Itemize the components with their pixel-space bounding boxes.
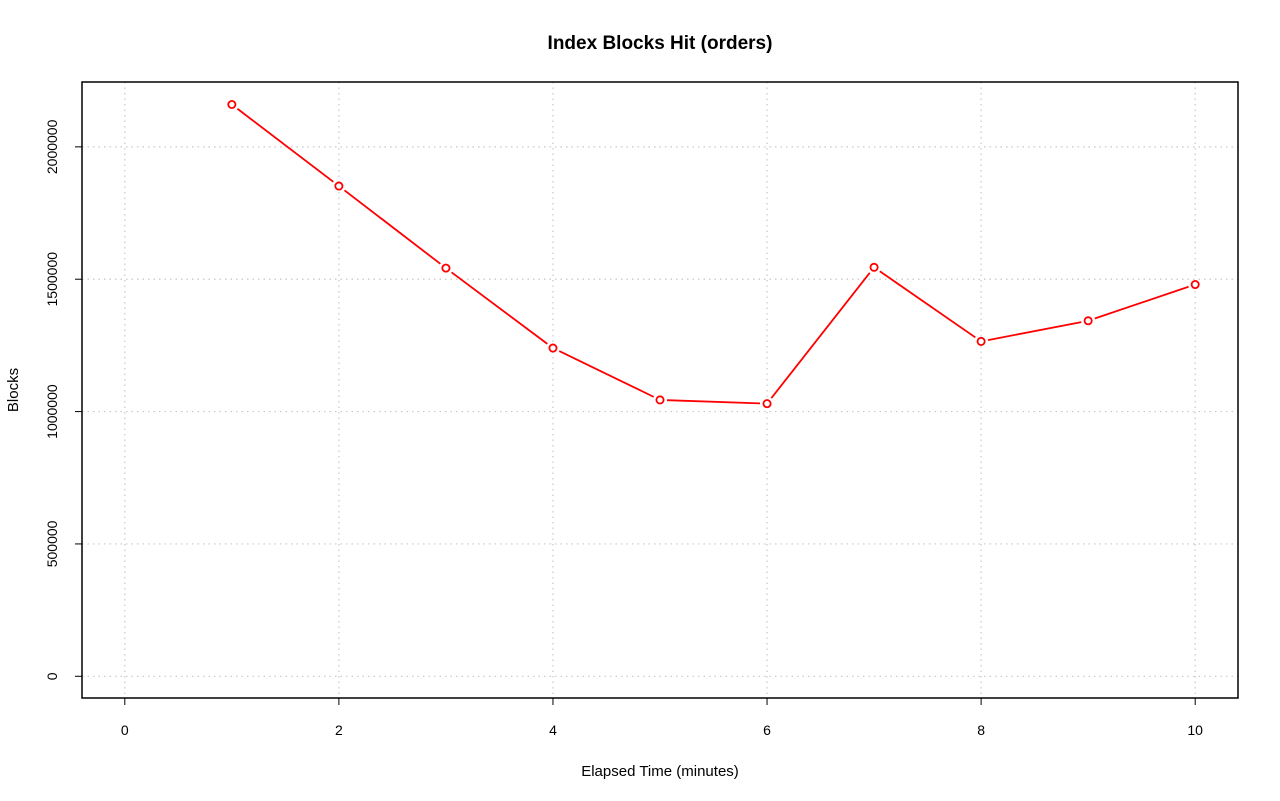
data-point [441, 263, 451, 273]
y-tick-label: 0 [44, 672, 60, 680]
data-point [548, 343, 558, 353]
series-line-segment [770, 272, 871, 399]
series-line-segment [236, 108, 334, 183]
data-point [655, 395, 665, 405]
series-line-segment [450, 271, 548, 345]
x-tick-label: 0 [121, 722, 129, 738]
series-line-segment [879, 270, 976, 339]
chart-title: Index Blocks Hit (orders) [548, 33, 773, 54]
series-line-segment [666, 399, 761, 405]
series-line-segment [987, 321, 1082, 341]
y-tick-label: 1500000 [44, 252, 60, 307]
series-layer [227, 100, 1200, 409]
data-point [976, 336, 986, 346]
x-tick-label: 2 [335, 722, 343, 738]
series-line-segment [343, 189, 441, 265]
y-tick-label: 2000000 [44, 119, 60, 174]
data-point [1190, 280, 1200, 290]
series-line-segment [558, 350, 655, 398]
grid [82, 82, 1238, 698]
data-point [762, 399, 772, 409]
data-point [1083, 316, 1093, 326]
x-tick-label: 6 [763, 722, 771, 738]
x-tick-label: 8 [977, 722, 985, 738]
x-tick-label: 4 [549, 722, 557, 738]
x-axis-label: Elapsed Time (minutes) [581, 763, 739, 780]
axes: 0 2 4 6 8 10 0 500000 1000000 1500000 2000000 [44, 119, 1203, 738]
series-line-segment [1094, 285, 1189, 320]
data-point [227, 100, 237, 110]
data-point [334, 181, 344, 191]
y-tick-label: 1000000 [44, 384, 60, 439]
y-tick-label: 500000 [44, 520, 60, 567]
y-axis-label: Blocks [5, 368, 22, 412]
x-tick-label: 10 [1187, 722, 1203, 738]
data-point [869, 262, 879, 272]
